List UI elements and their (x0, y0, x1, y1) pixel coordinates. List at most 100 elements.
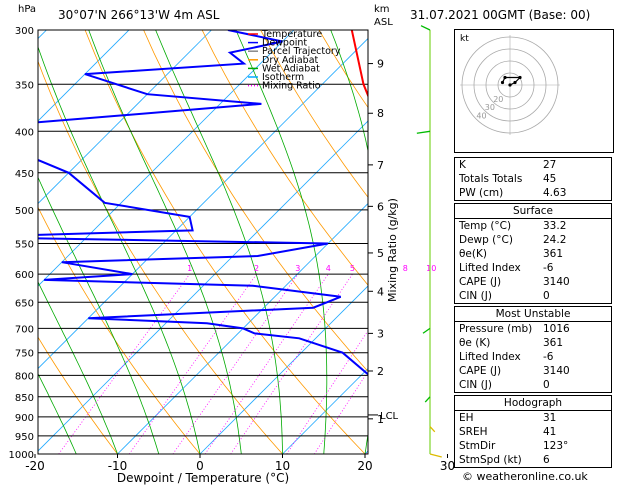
mixing-ratio-label: 3 (295, 264, 300, 273)
index-value: 361 (543, 248, 564, 260)
pressure-tick-label: 950 (15, 432, 34, 443)
plot-frame (37, 29, 369, 455)
km-tick-label: 9 (377, 58, 384, 71)
dry-adiabat-line (612, 30, 629, 454)
index-label: PW (cm) (459, 187, 504, 199)
index-label: K (459, 159, 466, 171)
section-title: Surface (455, 204, 611, 219)
hpa-label: hPa (18, 4, 37, 15)
index-row: CAPE (J) 3140 (455, 275, 611, 289)
asl-label: ASL (374, 17, 393, 28)
mixing-ratio-label: 8 (403, 264, 408, 273)
index-row: Totals Totals 45 (455, 172, 611, 186)
index-value: 6 (543, 454, 550, 466)
hodograph-ring-label: 40 (476, 112, 486, 121)
index-label: CAPE (J) (459, 276, 502, 288)
pressure-tick-label: 400 (15, 127, 34, 138)
mixing-ratio-label: 2 (254, 264, 259, 273)
legend-entry: Temperature (261, 29, 322, 40)
index-row: SREH 41 (455, 425, 611, 439)
index-value: 4.63 (543, 187, 567, 199)
index-value: 41 (543, 426, 557, 438)
km-tick-label: 7 (377, 159, 384, 172)
km-tick-label: 1 (377, 413, 384, 426)
hodograph-point (518, 75, 522, 80)
km-tick-label: 5 (377, 247, 384, 260)
index-row: Dewp (°C) 24.2 (455, 233, 611, 247)
mixing-ratio-line (172, 273, 299, 454)
index-row: θe (K) 361 (455, 336, 611, 350)
temp-tick-label: -20 (25, 459, 45, 473)
legend-entry: Isotherm (262, 72, 304, 83)
temp-tick-label: 0 (196, 459, 204, 473)
hodograph-unit-label: kt (460, 34, 469, 44)
index-value: 0 (543, 379, 550, 391)
index-value: 0 (543, 290, 550, 302)
wind-barb (420, 25, 431, 31)
index-label: θe(K) (459, 248, 487, 260)
datetime-title: 31.07.2021 00GMT (Base: 00) (410, 8, 591, 22)
wind-barb (422, 327, 431, 334)
wet-adiabat-line (406, 30, 447, 454)
x-axis-label: Dewpoint / Temperature (°C) (117, 471, 289, 485)
isotherm-line (117, 202, 368, 454)
pressure-tick-label: 650 (15, 298, 34, 309)
isotherm-line (282, 367, 368, 454)
index-row: Lifted Index -6 (455, 261, 611, 275)
isotherm-line (38, 37, 368, 370)
index-row: PW (cm) 4.63 (455, 186, 611, 200)
temp-tick-label: 10 (275, 459, 290, 473)
index-value: 45 (543, 173, 557, 185)
temp-tick-label: -10 (108, 459, 128, 473)
copyright-footer: © weatheronline.co.uk (462, 470, 588, 483)
wet-adiabat-line (38, 372, 77, 454)
index-label: Pressure (mb) (459, 323, 533, 335)
isotherm-line (199, 285, 368, 454)
wind-barb (424, 396, 431, 403)
pressure-tick-label: 500 (15, 206, 34, 217)
hodograph-box: kt 20 30 40 (454, 29, 614, 153)
mixing-ratio-label: 5 (350, 264, 355, 273)
index-label: StmDir (459, 440, 496, 452)
km-tick-label: 2 (377, 365, 384, 378)
index-value: -6 (543, 351, 554, 363)
wind-barb (429, 426, 436, 433)
index-value: 3140 (543, 276, 570, 288)
location-title: 30°07'N 266°13'W 4m ASL (58, 8, 220, 22)
index-value: 24.2 (543, 234, 567, 246)
section-title: Most Unstable (455, 307, 611, 322)
index-value: 1016 (543, 323, 570, 335)
pressure-tick-label: 450 (15, 169, 34, 180)
legend-entry: Parcel Trajectory (262, 46, 341, 57)
pressure-tick-label: 850 (15, 393, 34, 404)
dry-adiabat-line (38, 336, 118, 454)
hodograph-indices: Hodograph EH 31 SREH 41 StmDir 123° StmSpd (kt)… (454, 395, 612, 468)
legend-entry: Dewpoint (262, 38, 307, 49)
index-row: CAPE (J) 3140 (455, 364, 611, 378)
isotherm-line (38, 30, 212, 205)
index-value: 123° (543, 440, 569, 452)
hodograph-point (508, 83, 512, 87)
pressure-tick-label: 600 (15, 270, 34, 281)
mixing-ratio-line (204, 273, 329, 454)
wet-adiabat-line (330, 30, 368, 454)
mixing-ratio-label: 10 (426, 264, 436, 273)
mixing-ratio-label: 1 (187, 264, 192, 273)
index-label: CIN (J) (459, 290, 492, 302)
index-row: θe(K) 361 (455, 247, 611, 261)
index-row: CIN (J) 0 (455, 289, 611, 303)
indices-panel: K 27 Totals Totals 45 PW (cm) 4.63 Surface Tem… (454, 155, 612, 470)
index-label: Totals Totals (459, 173, 523, 185)
wet-adiabat-line (38, 45, 201, 454)
legend-entry: Mixing Ratio (262, 81, 321, 92)
index-label: CIN (J) (459, 379, 492, 391)
index-value: -6 (543, 262, 554, 274)
dewpoint-line (38, 30, 368, 376)
index-row: K 27 (455, 158, 611, 172)
mixing-ratio-line (230, 273, 353, 454)
legend-entry: Wet Adiabat (262, 63, 320, 74)
index-label: StmSpd (kt) (459, 454, 522, 466)
